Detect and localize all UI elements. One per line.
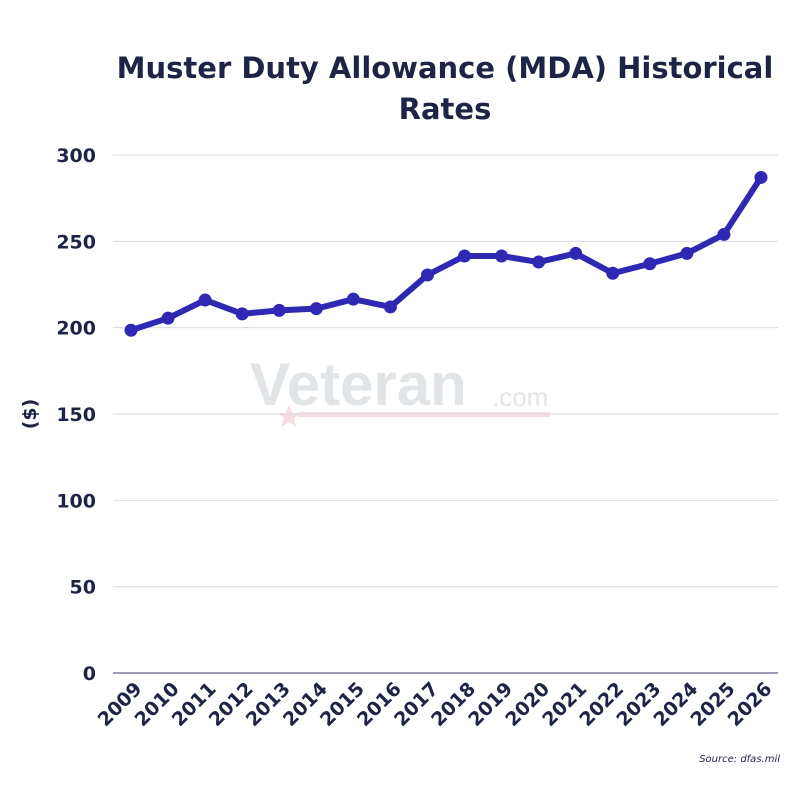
watermark-suffix: .com [492,382,548,412]
data-point [643,257,657,271]
y-tick-label: 150 [56,404,96,426]
data-point [420,268,434,282]
data-point [458,249,472,263]
data-point [309,302,323,316]
watermark-text: Veteran [250,351,467,418]
data-point [383,300,397,314]
y-tick-label: 300 [56,145,96,167]
y-axis-label: ($) [19,399,41,430]
data-point [495,249,509,263]
data-point [198,293,212,307]
data-point [235,307,249,321]
data-point [569,246,583,260]
y-tick-label: 50 [70,577,96,599]
y-tick-label: 200 [56,318,96,340]
y-tick-label: 100 [56,490,96,512]
series-line [130,175,764,334]
y-tick-label: 0 [83,663,96,685]
star-icon [277,405,301,427]
data-point [754,170,768,184]
data-point [272,303,286,317]
data-point [532,255,546,269]
data-point [717,227,731,241]
y-tick-label: 250 [56,231,96,253]
chart-title: Muster Duty Allowance (MDA) Historical R… [116,51,774,126]
data-point [124,323,138,337]
data-point [161,311,175,325]
source-note: Source: dfas.mil [699,754,780,765]
data-point [680,246,694,260]
watermark: Veteran .com [250,351,550,427]
data-point [606,266,620,280]
data-point [346,292,360,306]
